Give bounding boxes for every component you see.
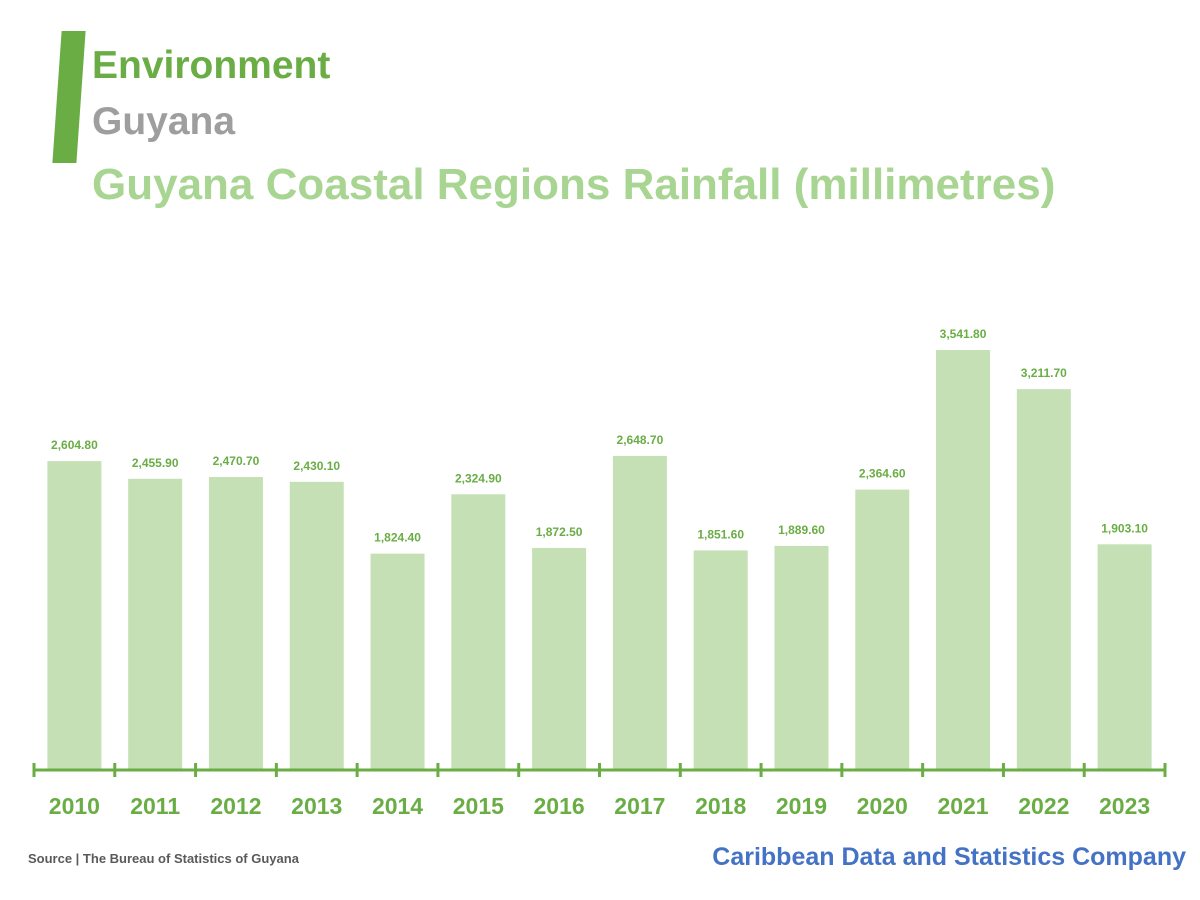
category-heading: Environment	[92, 44, 331, 87]
value-label-2021: 3,541.80	[940, 327, 987, 341]
tick-label-2019: 2019	[776, 793, 827, 819]
tick-label-2014: 2014	[372, 793, 423, 819]
bar-2019	[774, 545, 829, 770]
bar-2018	[693, 550, 748, 770]
value-label-2020: 2,364.60	[859, 467, 906, 481]
tick-label-2022: 2022	[1018, 793, 1069, 819]
bar-2014	[370, 553, 425, 770]
brand-name: Caribbean Data and Statistics Company	[712, 843, 1186, 871]
value-label-2023: 1,903.10	[1101, 521, 1148, 535]
bar-2017	[612, 455, 667, 770]
tick-label-2015: 2015	[453, 793, 504, 819]
bar-2021	[936, 350, 991, 770]
value-label-2010: 2,604.80	[51, 438, 98, 452]
value-label-2012: 2,470.70	[213, 454, 260, 468]
value-label-2013: 2,430.10	[293, 459, 340, 473]
bar-2013	[289, 481, 344, 770]
value-label-2018: 1,851.60	[697, 527, 744, 541]
bar-2011	[128, 478, 183, 770]
tick-label-2020: 2020	[857, 793, 908, 819]
value-label-2022: 3,211.70	[1021, 366, 1067, 380]
tick-label-2023: 2023	[1099, 793, 1150, 819]
tick-label-2016: 2016	[534, 793, 585, 819]
bar-2012	[208, 477, 263, 770]
bar-2016	[532, 547, 587, 770]
bar-2022	[1016, 389, 1071, 770]
value-label-2016: 1,872.50	[536, 525, 583, 539]
bars-group	[47, 350, 1152, 770]
value-label-2017: 2,648.70	[617, 433, 664, 447]
tick-label-2012: 2012	[210, 793, 261, 819]
tick-label-2021: 2021	[937, 793, 988, 819]
tick-label-2013: 2013	[291, 793, 342, 819]
labels-group: 2,604.80 2010 2,455.90 2011 2,470.70 2012 2,43…	[49, 327, 1150, 819]
bar-2015	[451, 494, 506, 770]
tick-label-2018: 2018	[695, 793, 746, 819]
value-label-2011: 2,455.90	[132, 456, 179, 470]
bar-2020	[855, 489, 910, 770]
value-label-2015: 2,324.90	[455, 471, 502, 485]
source-note: Source | The Bureau of Statistics of Guy…	[28, 851, 299, 866]
tick-label-2011: 2011	[130, 793, 180, 819]
bar-2023	[1097, 544, 1152, 770]
value-label-2019: 1,889.60	[778, 523, 825, 537]
bar-2010	[47, 461, 102, 770]
x-axis	[32, 763, 1167, 777]
chart-title: Guyana Coastal Regions Rainfall (millime…	[92, 160, 1056, 209]
country-heading: Guyana	[92, 100, 236, 143]
value-label-2014: 1,824.40	[374, 531, 421, 545]
tick-label-2017: 2017	[614, 793, 665, 819]
tick-label-2010: 2010	[49, 793, 100, 819]
